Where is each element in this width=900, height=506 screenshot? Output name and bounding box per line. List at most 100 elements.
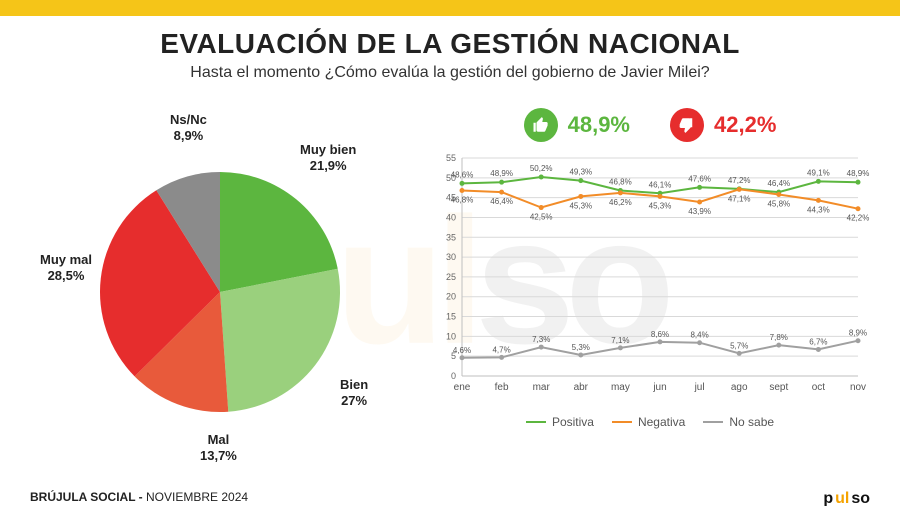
- x-tick-label: ene: [454, 382, 471, 393]
- data-point: [460, 188, 465, 193]
- data-label: 50,2%: [530, 164, 553, 173]
- data-label: 7,3%: [532, 335, 550, 344]
- data-label: 44,3%: [807, 205, 830, 214]
- data-label: 47,6%: [688, 174, 711, 183]
- data-point: [499, 190, 504, 195]
- page-subtitle: Hasta el momento ¿Cómo evalúa la gestión…: [0, 64, 900, 82]
- data-label: 47,1%: [728, 194, 751, 203]
- kpi-negative-value: 42,2%: [714, 112, 776, 138]
- data-label: 46,1%: [649, 180, 672, 189]
- data-label: 46,4%: [767, 179, 790, 188]
- data-label: 42,5%: [530, 213, 553, 222]
- data-label: 45,3%: [649, 201, 672, 210]
- y-tick-label: 0: [451, 371, 456, 381]
- legend-item: Negativa: [612, 415, 685, 429]
- x-tick-label: ago: [731, 382, 748, 393]
- data-label: 46,4%: [490, 197, 513, 206]
- data-point: [856, 338, 861, 343]
- x-tick-label: jun: [652, 382, 666, 393]
- data-point: [539, 345, 544, 350]
- legend-item: No sabe: [703, 415, 774, 429]
- data-point: [697, 185, 702, 190]
- data-label: 8,6%: [651, 330, 669, 339]
- data-label: 48,9%: [490, 169, 513, 178]
- line-chart-svg: 0510152025303540455055enefebmarabrmayjun…: [430, 148, 870, 408]
- legend-label: No sabe: [729, 415, 774, 429]
- data-point: [816, 198, 821, 203]
- kpi-negative: 42,2%: [670, 108, 776, 142]
- page-title: EVALUACIÓN DE LA GESTIÓN NACIONAL: [0, 28, 900, 60]
- data-label: 48,9%: [847, 169, 870, 178]
- pie-label: Muy bien21,9%: [300, 142, 356, 173]
- pie-slice: [220, 269, 340, 412]
- data-label: 48,6%: [451, 170, 474, 179]
- thumb-up-icon: [524, 108, 558, 142]
- x-tick-label: oct: [812, 382, 826, 393]
- data-label: 49,3%: [569, 168, 592, 177]
- legend-item: Positiva: [526, 415, 594, 429]
- legend-swatch: [612, 421, 632, 423]
- data-label: 4,7%: [492, 345, 510, 354]
- kpi-positive: 48,9%: [524, 108, 630, 142]
- x-tick-label: abr: [574, 382, 589, 393]
- legend-swatch: [526, 421, 546, 423]
- x-tick-label: jul: [694, 382, 705, 393]
- data-point: [737, 351, 742, 356]
- data-point: [658, 339, 663, 344]
- data-point: [737, 187, 742, 192]
- data-point: [856, 180, 861, 185]
- data-point: [816, 347, 821, 352]
- data-label: 7,1%: [611, 336, 629, 345]
- data-point: [776, 192, 781, 197]
- line-chart-panel: 48,9% 42,2% 0510152025303540455055enefeb…: [430, 102, 870, 462]
- y-tick-label: 40: [446, 212, 456, 222]
- data-label: 47,2%: [728, 176, 751, 185]
- y-tick-label: 55: [446, 153, 456, 163]
- data-label: 43,9%: [688, 207, 711, 216]
- data-label: 8,9%: [849, 329, 867, 338]
- x-tick-label: mar: [533, 382, 551, 393]
- data-point: [618, 190, 623, 195]
- y-tick-label: 35: [446, 232, 456, 242]
- pie-chart: Muy bien21,9%Bien27%Mal13,7%Muy mal28,5%…: [30, 102, 410, 462]
- legend: Positiva Negativa No sabe: [430, 415, 870, 429]
- data-point: [618, 345, 623, 350]
- data-label: 4,6%: [453, 346, 471, 355]
- kpi-positive-value: 48,9%: [568, 112, 630, 138]
- data-label: 8,4%: [690, 331, 708, 340]
- y-tick-label: 30: [446, 252, 456, 262]
- data-label: 5,3%: [572, 343, 590, 352]
- y-tick-label: 15: [446, 312, 456, 322]
- data-point: [460, 355, 465, 360]
- data-point: [697, 199, 702, 204]
- data-point: [499, 355, 504, 360]
- pie-label: Bien27%: [340, 377, 368, 408]
- legend-swatch: [703, 421, 723, 423]
- data-point: [856, 206, 861, 211]
- legend-label: Positiva: [552, 415, 594, 429]
- thumb-down-icon: [670, 108, 704, 142]
- data-label: 46,2%: [609, 198, 632, 207]
- data-label: 45,8%: [767, 199, 790, 208]
- data-label: 49,1%: [807, 168, 830, 177]
- data-point: [539, 175, 544, 180]
- footer-brand: pulso RESEARCH: [823, 490, 870, 506]
- data-point: [539, 205, 544, 210]
- data-label: 45,3%: [569, 201, 592, 210]
- data-point: [697, 340, 702, 345]
- data-label: 46,8%: [451, 196, 474, 205]
- data-point: [578, 178, 583, 183]
- charts-area: Muy bien21,9%Bien27%Mal13,7%Muy mal28,5%…: [0, 92, 900, 472]
- x-tick-label: sept: [769, 382, 788, 393]
- data-label: 7,8%: [770, 333, 788, 342]
- data-label: 5,7%: [730, 341, 748, 350]
- data-point: [578, 194, 583, 199]
- kpi-row: 48,9% 42,2%: [430, 102, 870, 148]
- page-root: pulso EVALUACIÓN DE LA GESTIÓN NACIONAL …: [0, 28, 900, 506]
- x-tick-label: may: [611, 382, 630, 393]
- pie-label: Mal13,7%: [200, 432, 237, 463]
- y-tick-label: 25: [446, 272, 456, 282]
- data-label: 6,7%: [809, 337, 827, 346]
- top-accent-bar: [0, 0, 900, 16]
- footer-source: BRÚJULA SOCIAL - NOVIEMBRE 2024: [30, 490, 248, 504]
